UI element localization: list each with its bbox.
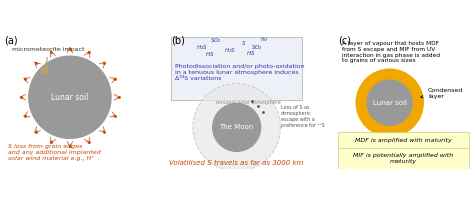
Text: $SO_2$: $SO_2$ xyxy=(251,43,263,52)
FancyBboxPatch shape xyxy=(337,132,469,149)
Circle shape xyxy=(212,103,261,152)
Text: Loss of S as
atmospheric
escape with a
preference for ³²S: Loss of S as atmospheric escape with a p… xyxy=(281,105,324,128)
Circle shape xyxy=(29,56,111,138)
Text: $h\nu$: $h\nu$ xyxy=(260,35,268,43)
Text: MDF is amplified with maturity: MDF is amplified with maturity xyxy=(355,138,452,143)
FancyBboxPatch shape xyxy=(337,148,469,169)
Text: Photodissociation and/or photo-oxidation
in a tenuous lunar atmosphere induces
Δ: Photodissociation and/or photo-oxidation… xyxy=(175,64,305,81)
Text: A layer of vapour that hosts MDF
from S escape and MIF from UV
interaction in ga: A layer of vapour that hosts MDF from S … xyxy=(342,41,440,63)
Text: (c): (c) xyxy=(337,36,351,46)
FancyBboxPatch shape xyxy=(171,37,302,100)
Text: MIF is potentially amplified with
maturity: MIF is potentially amplified with maturi… xyxy=(353,153,454,164)
Text: (a): (a) xyxy=(4,36,18,46)
Text: The Moon: The Moon xyxy=(219,124,254,130)
Text: S loss from grain edges
and any additional implanted
solar wind material e.g., H: S loss from grain edges and any addition… xyxy=(8,144,101,161)
Text: Lunar soil: Lunar soil xyxy=(373,100,407,106)
Text: $S$: $S$ xyxy=(241,39,246,47)
Circle shape xyxy=(193,84,281,171)
Text: $HS$: $HS$ xyxy=(246,49,255,57)
Circle shape xyxy=(366,79,413,126)
Text: Volatilised S travels as far as 3000 km: Volatilised S travels as far as 3000 km xyxy=(170,160,304,166)
Text: Condensed
layer: Condensed layer xyxy=(420,88,464,99)
Circle shape xyxy=(42,67,49,74)
Text: tenuous lunar atmosphere: tenuous lunar atmosphere xyxy=(216,100,281,105)
Text: $H_2S$: $H_2S$ xyxy=(224,46,236,55)
Text: Lunar soil: Lunar soil xyxy=(51,93,89,102)
Text: (b): (b) xyxy=(171,36,185,46)
Text: micrometeorite impact: micrometeorite impact xyxy=(12,47,85,67)
Circle shape xyxy=(356,68,424,137)
Text: $H_2S$: $H_2S$ xyxy=(196,43,209,52)
Text: $SO_2$: $SO_2$ xyxy=(210,36,222,45)
Text: $HS$: $HS$ xyxy=(205,50,214,58)
